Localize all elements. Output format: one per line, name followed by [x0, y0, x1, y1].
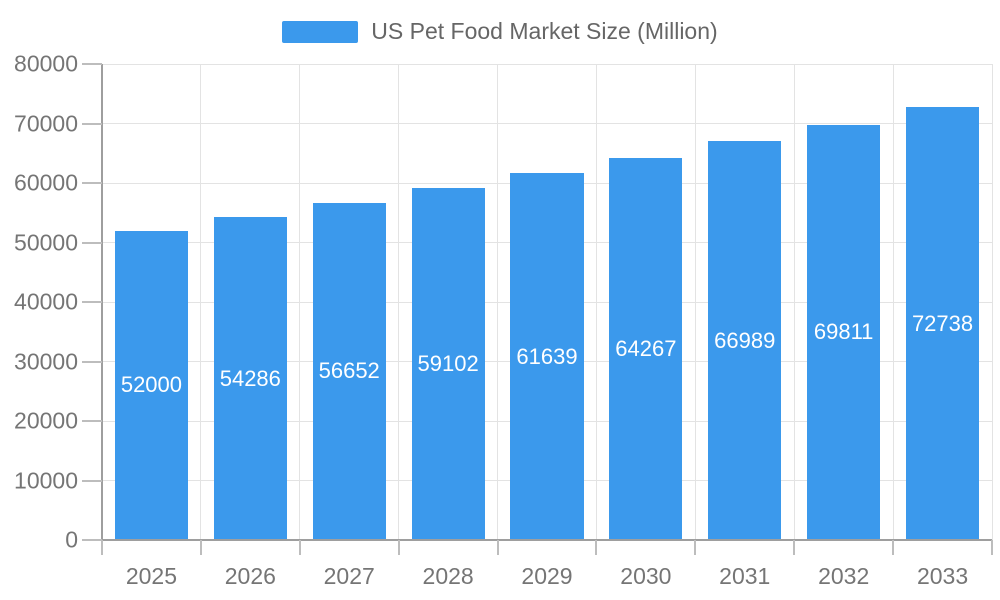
x-axis-tick	[595, 540, 598, 555]
bar-value-label: 66989	[714, 327, 776, 353]
y-axis-tick-label: 30000	[14, 348, 78, 374]
bar-value-label: 59102	[417, 351, 479, 377]
y-axis-tick	[82, 479, 102, 482]
bar-2025[interactable]: 52000	[114, 230, 189, 540]
y-axis-tick	[82, 539, 102, 541]
y-axis-tick	[82, 420, 102, 422]
y-axis-tick-label: 50000	[14, 229, 78, 255]
bar-value-label: 61639	[516, 343, 578, 369]
legend-swatch-icon	[282, 20, 359, 43]
x-axis-tick	[298, 540, 301, 555]
bar-2030[interactable]: 64267	[609, 157, 683, 540]
y-axis-tick	[82, 182, 102, 184]
x-axis-tick	[991, 540, 993, 555]
y-axis-tick-label: 60000	[14, 169, 78, 196]
x-axis-tick	[397, 540, 400, 555]
x-axis-tick	[101, 540, 103, 555]
y-gridline	[102, 123, 992, 124]
y-axis-tick-label: 70000	[14, 110, 78, 136]
legend-label: US Pet Food Market Size (Million)	[371, 18, 718, 44]
x-gridline	[595, 64, 597, 540]
x-axis-tick-label: 2028	[422, 563, 474, 589]
x-axis-tick	[793, 540, 796, 555]
x-axis-tick-label: 2027	[323, 563, 375, 589]
bar-2031[interactable]: 66989	[708, 141, 782, 540]
legend[interactable]: US Pet Food Market Size (Million)	[0, 18, 1000, 45]
x-axis-tick-label: 2033	[916, 563, 969, 589]
bar-2026[interactable]: 54286	[213, 217, 287, 540]
y-axis-tick-label: 20000	[14, 407, 78, 434]
y-axis-tick-label: 0	[65, 526, 78, 553]
plot-area: 52000 54286 56652 59102 61639 64267 66989 69811…	[14, 51, 993, 589]
bar-value-label: 64267	[615, 335, 677, 361]
x-axis-tick	[199, 540, 202, 555]
y-axis-tick	[82, 360, 102, 363]
x-gridline	[299, 64, 301, 540]
bar-value-label: 54286	[219, 365, 281, 391]
x-axis-tick-label: 2026	[224, 563, 276, 589]
x-gridline	[497, 64, 499, 540]
x-axis-tick-label: 2032	[818, 563, 870, 589]
y-axis-tick-label: 10000	[14, 467, 78, 493]
x-gridline	[398, 64, 400, 540]
x-axis-tick-label: 2030	[620, 563, 672, 589]
y-axis-tick	[82, 301, 102, 303]
bar-value-label: 56652	[318, 358, 380, 384]
x-axis-tick-label: 2025	[125, 563, 178, 589]
bar-2033[interactable]: 72738	[905, 107, 980, 540]
bar-value-label: 52000	[120, 372, 183, 398]
y-axis-tick	[82, 241, 102, 244]
bar-2029[interactable]: 61639	[510, 173, 584, 540]
x-axis-tick	[892, 540, 895, 555]
x-gridline	[694, 64, 696, 540]
y-axis-tick	[82, 122, 102, 125]
y-axis-tick	[82, 63, 102, 65]
bar-2027[interactable]: 56652	[312, 202, 386, 540]
bar-2032[interactable]: 69811	[807, 124, 881, 540]
x-axis-tick	[694, 540, 697, 555]
x-axis-tick	[496, 540, 499, 555]
x-gridline	[991, 64, 993, 540]
y-axis-tick-label: 40000	[14, 288, 78, 315]
x-gridline	[200, 64, 202, 540]
x-gridline	[793, 64, 795, 540]
bar-value-label: 69811	[813, 319, 874, 345]
y-gridline	[102, 63, 992, 65]
x-axis-line	[102, 539, 992, 541]
bar-2028[interactable]: 59102	[411, 188, 485, 540]
x-gridline	[892, 64, 894, 540]
y-axis-tick-label: 80000	[14, 50, 78, 77]
bar-value-label: 72738	[911, 310, 974, 336]
y-axis-line	[101, 64, 103, 540]
x-axis-tick-label: 2029	[521, 563, 573, 589]
x-axis-tick-label: 2031	[719, 563, 771, 589]
